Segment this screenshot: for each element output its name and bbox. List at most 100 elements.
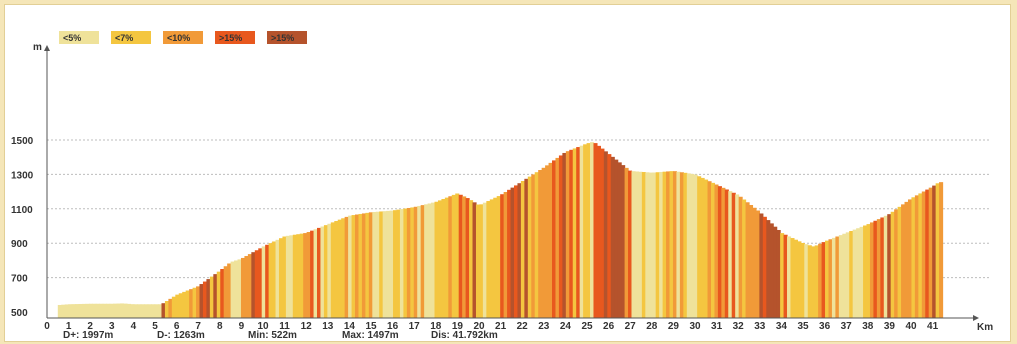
profile-bar [610,156,615,318]
profile-bar [714,184,719,318]
profile-bar [223,266,228,318]
profile-bar [299,233,304,318]
x-axis-arrow [973,315,979,321]
profile-bar [558,155,563,318]
profile-bar [555,157,560,318]
profile-bar [517,183,522,318]
profile-bar [769,223,774,318]
legend-swatch [111,31,151,44]
x-tick-label: 22 [517,321,529,332]
profile-bar [745,202,750,318]
profile-bar [68,304,73,318]
profile-bar [793,239,798,318]
profile-bar [196,286,201,318]
profile-bar [275,239,280,318]
profile-bar [807,245,812,318]
profile-bar [614,159,619,318]
profile-bar [928,187,933,318]
profile-bar [513,185,519,318]
y-tick-label: 1100 [11,205,33,216]
profile-bar [437,200,443,318]
profile-bar [486,201,491,318]
profile-bar [178,293,183,318]
profile-bar [621,165,626,318]
chart-frame: m Km 500 700 900 1100 1300 1500 0 1 2 3 4 5 6 7 8 9 10 1… [4,4,1011,342]
profile-bar [773,226,778,318]
profile-bar [133,304,138,318]
y-tick-label: 700 [11,274,28,285]
profile-bar [876,219,881,318]
profile-bar [230,261,235,318]
x-tick-label: 35 [797,321,809,332]
profile-bar [389,210,394,318]
profile-bar [804,244,809,318]
profile-bar [313,229,318,318]
profile-bar [185,290,190,318]
profile-bar [227,263,232,318]
x-tick-label: 21 [495,321,507,332]
legend-label: <7% [115,33,133,43]
profile-bar [140,304,145,318]
y-tick-label: 1300 [11,170,34,181]
profile-bar [268,243,273,318]
profile-bar [759,213,764,318]
profile-bar [171,296,176,318]
profile-bar [81,303,87,318]
profile-bar [669,171,674,318]
profile-bar [247,254,252,318]
profile-bar [237,259,242,318]
profile-bar [337,219,342,318]
profile-bar [838,235,843,318]
profile-bar [310,230,315,318]
profile-bar [755,210,760,318]
profile-bar [686,173,691,318]
profile-bar [541,167,546,318]
profile-bar [797,241,802,318]
x-tick-label: 2 [87,321,93,332]
profile-bar [372,211,377,318]
profile-bar [482,202,487,318]
x-tick-label: 31 [711,321,723,332]
profile-bar [648,172,653,318]
profile-bar [244,256,249,318]
profile-bar [704,179,709,318]
profile-bar [596,145,601,318]
profile-bar [932,185,937,318]
profile-bar [520,181,525,318]
profile-bar [213,274,218,318]
profile-bar [869,222,875,318]
stat-max: Max: 1497m [342,330,399,341]
profile-bar [220,269,225,318]
profile-bar [472,202,477,318]
profile-bar [866,224,871,318]
profile-bar [158,304,163,318]
profile-bar [925,189,930,318]
profile-bar [92,303,97,318]
profile-bar [828,239,833,318]
profile-bar [475,204,481,318]
x-tick-label: 33 [754,321,766,332]
profile-bar [907,199,913,318]
legend-label: <10% [167,33,190,43]
x-axis-label: Km [977,322,993,333]
profile-bar [818,243,823,318]
y-axis-label: m [33,42,42,53]
profile-bar [918,193,923,318]
profile-bar [323,225,328,318]
profile-bar [538,169,543,318]
profile-bar [901,204,906,318]
profile-bar [154,304,159,318]
profile-bar [911,197,916,318]
x-tick-label: 16 [387,321,399,332]
profile-bar [109,303,114,318]
profile-bar [351,215,356,318]
profile-bar [164,301,169,318]
profile-bar [583,144,588,318]
profile-bar [655,172,660,318]
legend-label: >15% [271,33,294,43]
profile-bar [576,147,581,318]
profile-bar [282,236,287,318]
x-tick-label: 40 [905,321,917,332]
profile-bar [845,232,850,318]
